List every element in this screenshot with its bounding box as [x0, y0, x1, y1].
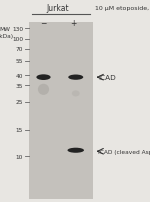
Text: 10: 10 — [16, 154, 23, 159]
Text: 130: 130 — [12, 27, 23, 32]
Text: Jurkat: Jurkat — [46, 4, 69, 13]
Bar — [29, 23, 93, 199]
Text: 100: 100 — [12, 37, 23, 42]
Text: 35: 35 — [16, 83, 23, 88]
Text: 10 μM etoposide, 24 hr: 10 μM etoposide, 24 hr — [95, 6, 150, 11]
Ellipse shape — [38, 84, 49, 96]
Text: ICAD (cleaved Asp224): ICAD (cleaved Asp224) — [98, 149, 150, 154]
Text: 25: 25 — [16, 100, 23, 104]
Text: +: + — [70, 19, 77, 28]
Text: 15: 15 — [16, 128, 23, 133]
Ellipse shape — [68, 75, 83, 80]
Text: 40: 40 — [16, 73, 23, 78]
Ellipse shape — [36, 75, 51, 81]
Text: ICAD: ICAD — [98, 75, 116, 81]
Text: 70: 70 — [16, 47, 23, 52]
Text: MW
(kDa): MW (kDa) — [0, 27, 13, 38]
Text: −: − — [40, 19, 47, 28]
Text: 55: 55 — [16, 59, 23, 64]
Ellipse shape — [68, 148, 84, 153]
Ellipse shape — [72, 91, 80, 97]
